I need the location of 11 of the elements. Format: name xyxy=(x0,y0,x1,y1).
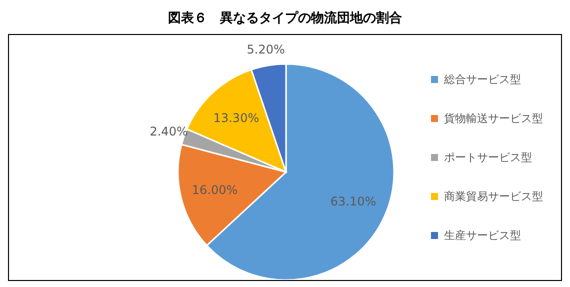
data-label: 63.10% xyxy=(330,194,376,208)
data-label: 16.00% xyxy=(192,182,238,197)
data-label: 2.40% xyxy=(150,124,188,138)
legend-label: ポートサービス型 xyxy=(444,150,532,165)
data-label: 13.30% xyxy=(213,110,260,125)
data-label: 5.20% xyxy=(246,42,285,57)
chart-title: 図表６ 異なるタイプの物流団地の割合 xyxy=(167,10,403,28)
legend-label: 生産サービス型 xyxy=(444,228,521,243)
legend-label: 貨物輸送サービス型 xyxy=(444,111,543,126)
legend-label: 商業貿易サービス型 xyxy=(444,189,543,204)
legend-label: 総合サービス型 xyxy=(444,72,521,87)
